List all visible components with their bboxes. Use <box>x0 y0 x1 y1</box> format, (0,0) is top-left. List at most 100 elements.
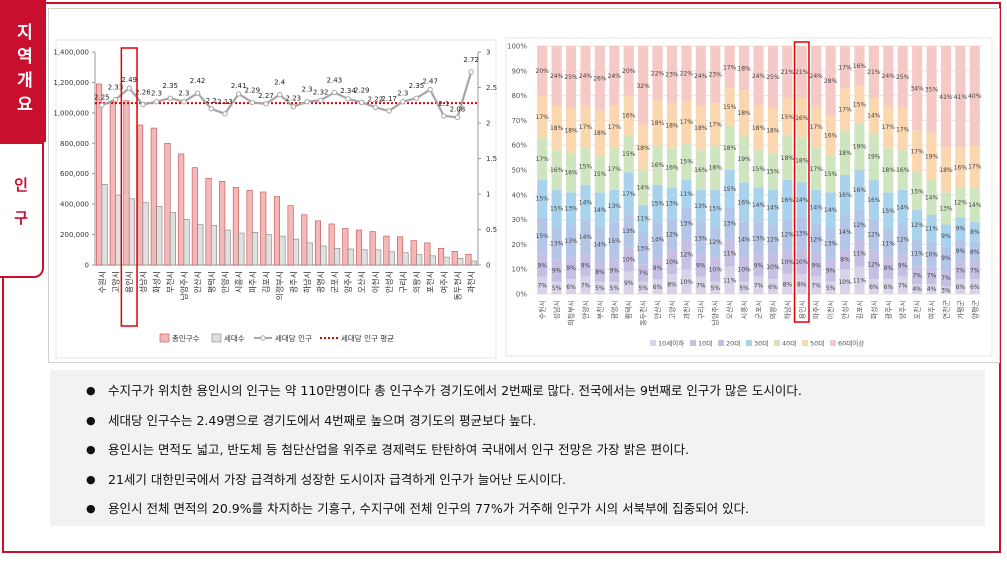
segment-label: 17% <box>680 119 694 126</box>
bar <box>388 251 395 266</box>
segment <box>739 222 750 257</box>
segment <box>666 187 678 220</box>
segment-label: 14% <box>824 207 838 214</box>
x-tick-label: 용인시 <box>797 300 806 319</box>
segment <box>594 261 605 282</box>
bar <box>164 142 171 266</box>
segment-label: 15% <box>723 104 737 111</box>
segment <box>666 147 678 188</box>
segment-label: 9% <box>898 263 908 270</box>
segment <box>609 46 620 106</box>
segment-label: 20% <box>536 68 550 75</box>
segment <box>912 239 923 267</box>
segment <box>782 135 793 180</box>
segment-label: 17% <box>968 163 982 170</box>
segment-label: 17% <box>608 124 622 131</box>
segment-label: 12% <box>810 237 824 244</box>
x-tick-label: 안양시 <box>581 300 590 319</box>
segment-label: 9% <box>941 255 951 262</box>
segment <box>782 98 793 136</box>
segment <box>897 150 908 190</box>
x-tick-label: 부천시 <box>595 300 604 319</box>
segment-label: 24% <box>550 73 564 80</box>
bar <box>123 100 130 266</box>
ratio-label: 2.34 <box>340 87 356 95</box>
segment-label: 24% <box>579 73 593 80</box>
segment-label: 8% <box>797 281 807 288</box>
ratio-label: 2.26 <box>135 89 151 97</box>
x-tick-label: 화성시 <box>869 300 878 319</box>
segment-label: 13% <box>564 238 578 245</box>
bar <box>150 127 157 266</box>
ratio-marker <box>359 99 365 106</box>
bar <box>416 254 423 266</box>
segment-label: 15% <box>579 163 593 170</box>
segment <box>681 239 692 270</box>
bullet-item: 세대당 인구수는 2.49명으로 경기도에서 4번째로 높으며 경기도의 평균보… <box>50 406 985 436</box>
x-tick-label: 여주시 <box>439 271 449 293</box>
bar <box>402 252 409 266</box>
segment-label: 15% <box>622 151 636 158</box>
ratio-label: 2.1 <box>438 100 449 108</box>
y-tick-label: 400,000 <box>60 201 89 209</box>
ratio-marker <box>153 99 160 105</box>
segment-label: 24% <box>882 73 896 80</box>
segment-label: 8% <box>667 281 677 288</box>
segment <box>940 147 951 193</box>
x-tick-label: 고양시 <box>668 300 676 319</box>
segment <box>955 217 966 240</box>
y-tick-label: 0% <box>516 291 527 299</box>
segment <box>796 182 807 218</box>
segment <box>710 227 721 257</box>
bar <box>301 214 308 266</box>
segment-label: 10% <box>925 252 939 259</box>
ratio-marker <box>263 101 269 107</box>
nav-tab-active[interactable]: 지역개요 <box>0 0 46 142</box>
segment <box>666 46 678 104</box>
segment <box>580 254 591 277</box>
segment <box>753 222 764 255</box>
segment <box>566 279 577 294</box>
segment-label: 17% <box>810 166 824 173</box>
legend-swatch <box>211 333 222 343</box>
ratio-marker <box>331 89 338 96</box>
bar <box>347 248 354 266</box>
segment-label: 17% <box>896 126 910 133</box>
bar <box>210 225 218 266</box>
x-tick-label: 가평군 <box>956 299 965 319</box>
segment-label: 16% <box>824 132 838 139</box>
x-tick-label: 군포시 <box>755 300 763 319</box>
ratio-label: 2.29 <box>245 86 261 94</box>
segment <box>739 46 750 91</box>
segment <box>695 46 706 106</box>
segment-label: 5% <box>610 285 620 292</box>
x-tick-label: 남양주시 <box>180 271 189 300</box>
segment-label: 6% <box>970 284 980 291</box>
segment <box>883 147 894 193</box>
legend-label: 60대이상 <box>838 339 864 348</box>
x-tick-label: 평택시 <box>624 300 633 319</box>
segment <box>710 281 721 294</box>
segment <box>782 179 793 220</box>
segment-label: 5% <box>595 285 605 292</box>
segment-label: 12% <box>853 222 867 229</box>
segment <box>897 189 908 225</box>
segment-label: 10% <box>766 264 780 271</box>
segment <box>566 256 577 280</box>
segment <box>825 46 836 116</box>
segment-label: 15% <box>651 201 665 208</box>
highlight-box <box>120 47 138 327</box>
y-tick-label: 30% <box>511 216 527 224</box>
nav-tab[interactable]: 인구 <box>0 142 44 278</box>
segment-label: 17% <box>608 166 622 173</box>
segment <box>767 279 778 294</box>
ratio-label: 2.27 <box>258 92 274 100</box>
segment-label: 4% <box>912 286 922 293</box>
segment <box>955 46 966 148</box>
segment <box>566 192 577 225</box>
segment <box>868 219 879 250</box>
segment <box>940 46 951 148</box>
segment-label: 13% <box>564 206 578 213</box>
segment-label: 15% <box>593 171 607 178</box>
segment-label: 19% <box>737 156 751 163</box>
